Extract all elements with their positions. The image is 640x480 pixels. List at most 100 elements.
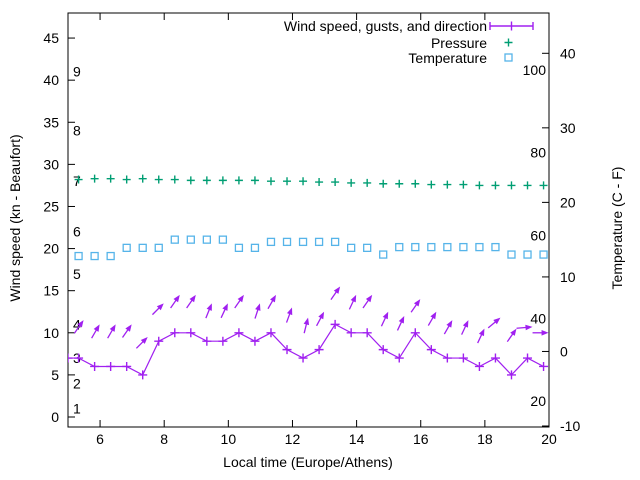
wind-speed-point [282,345,292,355]
series-layer [68,174,549,380]
beaufort-scale-label: 5 [73,266,81,282]
wind-gust-vectors [73,286,549,349]
x-tick-label: 14 [349,431,365,447]
fahrenheit-scale-label: 40 [530,310,546,326]
y-left-tick-label: 5 [51,367,59,383]
temperature-point [170,235,179,244]
pressure-point [74,175,83,184]
beaufort-scale-label: 7 [73,173,81,189]
y-right-tick-label: 10 [560,269,576,285]
fahrenheit-scale-label: 20 [530,393,546,409]
x-tick-label: 8 [160,431,168,447]
wind-speed-point [410,328,420,338]
temperature-point [475,242,484,252]
pressure-point [363,178,372,187]
wind-legend-sample-icon [489,21,534,31]
gust-arrow-head [206,303,212,311]
pressure-point [539,181,548,190]
wind-speed-point [539,361,549,371]
wind-speed-point [362,328,372,338]
gust-arrow-head [303,317,310,326]
gust-arrow-head [125,324,132,332]
pressure-point [523,181,532,190]
y-left-tick-label: 15 [43,283,59,299]
legend-samples [489,21,534,62]
temperature-point [314,237,324,247]
temperature-point [459,242,468,252]
gust-arrow-head [365,294,373,303]
legend-label-temperature: Temperature [408,50,487,66]
pressure-point [122,175,131,184]
x-axis-ticks [99,13,550,427]
pressure-point [347,178,356,187]
wind-speed-point [186,328,196,338]
gust-arrow-head [478,328,485,337]
wind-speed-point [122,361,132,371]
temperature-point [395,242,404,252]
wind-speed-point [234,328,244,338]
wind-speed-point [474,361,484,371]
temperature-point [218,235,228,244]
wind-speed-point [90,361,100,371]
pressure-point [507,181,516,190]
temperature-point [346,243,356,252]
y-left-tick-label: 30 [43,156,59,172]
temperature-series [74,235,548,261]
legend-label-wind: Wind speed, gusts, and direction [283,18,487,34]
wind-speed-point [106,361,116,371]
beaufort-scale-label: 4 [73,316,81,332]
x-tick-label: 16 [413,431,429,447]
gust-arrow-head [382,311,389,320]
pressure-point [250,176,259,185]
pressure-point [491,181,500,190]
pressure-point [218,176,227,185]
beaufort-scale-label: 8 [73,123,81,139]
x-tick-label: 18 [477,431,493,447]
pressure-point [379,179,388,188]
wind-speed-point [426,345,436,355]
y-left-tick-label: 45 [43,30,59,46]
temperature-point [202,235,211,244]
gust-arrow-head [493,317,501,325]
temperature-point [507,250,516,259]
wind-speed-point [523,353,533,363]
temperature-point [154,243,163,252]
y-left-tick-label: 0 [51,409,59,425]
gust-arrow-head [541,329,549,336]
temperature-point [266,237,276,247]
y-left-ticks [68,37,75,418]
gust-arrow-head [286,307,293,316]
gust-arrow-head [333,286,341,294]
fahrenheit-scale-label: 80 [530,145,546,161]
temperature-legend-sample-icon [504,53,513,62]
y-axis-title-right: Temperature (C - F) [609,166,625,290]
beaufort-scale-label: 9 [73,64,81,80]
x-tick-label: 10 [221,431,237,447]
gust-arrow-head [510,328,517,336]
pressure-point [299,177,308,186]
temperature-point [523,250,532,259]
temperature-point [379,250,388,259]
wind-speed-point [74,353,84,363]
gust-arrow-head [350,294,357,303]
x-axis-title: Local time (Europe/Athens) [223,454,393,470]
temperature-point [234,243,244,252]
gust-arrow-head [237,294,244,303]
pressure-point [475,181,484,190]
x-tick-label: 6 [96,431,104,447]
wind-speed-point [378,345,388,355]
gust-arrow-head [140,337,148,344]
gust-arrow-head [446,320,453,328]
temperature-point [443,242,452,252]
wind-speed-point [218,336,228,346]
gust-arrow-head [77,320,84,328]
gust-arrow-head [398,315,405,324]
pressure-point [459,180,468,189]
pressure-point [395,179,404,188]
legend-label-pressure: Pressure [430,35,487,51]
gust-arrow-head [222,303,228,311]
beaufort-scale-label: 1 [73,401,81,417]
pressure-point [90,174,99,183]
temperature-point [491,242,500,252]
